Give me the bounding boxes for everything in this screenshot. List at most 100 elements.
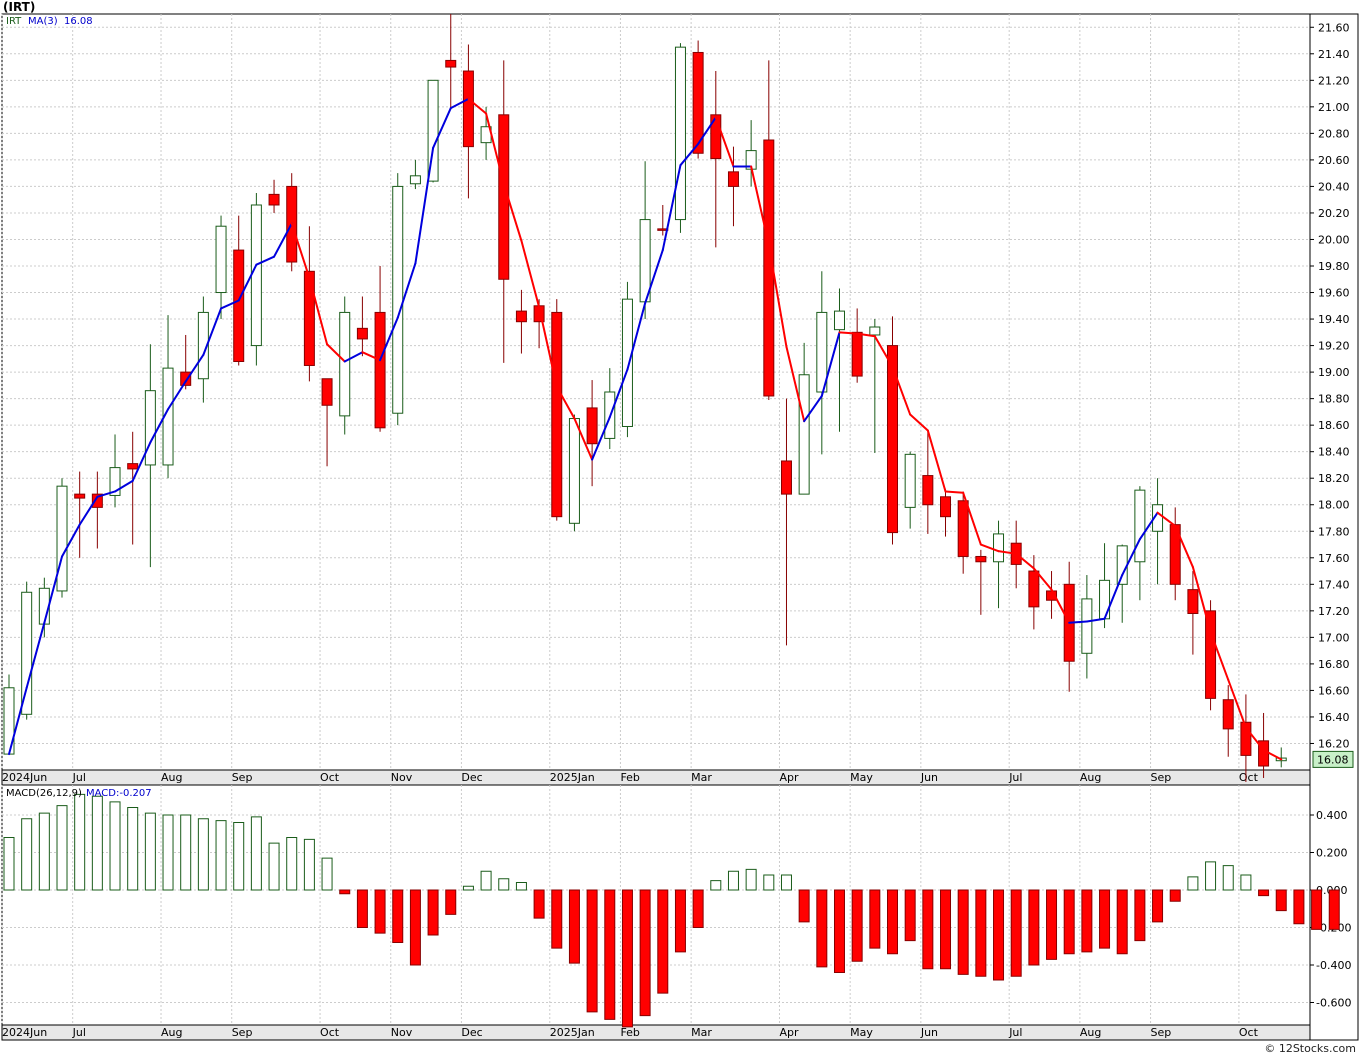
- ma-line-segment: [926, 429, 947, 493]
- macd-bar: [887, 889, 898, 955]
- macd-bar: [339, 889, 351, 895]
- candle-body: [268, 193, 280, 206]
- watermark: © 12Stocks.com: [1264, 1042, 1356, 1055]
- macd-time-label: Aug: [161, 1026, 182, 1039]
- macd-bar: [109, 801, 121, 891]
- price-tick-label: 16.20: [1318, 737, 1350, 750]
- macd-time-label: Sep: [1151, 1026, 1172, 1039]
- ma-line-segment: [838, 331, 859, 335]
- ma-line-segment: [8, 686, 28, 756]
- macd-bar: [286, 837, 298, 891]
- price-tick-label: 20.40: [1318, 180, 1350, 193]
- candle-body: [957, 500, 969, 557]
- macd-bar: [904, 889, 916, 942]
- ma-line-segment: [43, 555, 64, 624]
- candle-body: [993, 533, 1005, 563]
- ma-line-segment: [184, 353, 205, 383]
- price-time-label: Feb: [620, 771, 639, 784]
- candle-body: [798, 374, 810, 495]
- ma-line-segment: [1244, 726, 1265, 752]
- candle-body: [1205, 610, 1217, 699]
- macd-time-label: Feb: [620, 1026, 639, 1039]
- macd-bar: [374, 889, 386, 934]
- ma-line-segment: [273, 222, 293, 258]
- candle-body: [727, 171, 739, 187]
- macd-bar: [480, 870, 492, 891]
- macd-bar: [975, 889, 987, 977]
- macd-bar: [922, 889, 934, 970]
- ma-line-segment: [25, 621, 46, 689]
- macd-bar: [250, 816, 262, 891]
- ma-line-segment: [449, 97, 470, 110]
- macd-bar: [1258, 889, 1270, 897]
- candle-body: [56, 485, 68, 592]
- candle-body: [551, 311, 563, 518]
- price-time-label: Oct: [320, 771, 340, 784]
- price-tick-label: 18.20: [1318, 472, 1350, 485]
- ma-line-segment: [714, 116, 735, 168]
- price-time-label: Apr: [779, 771, 799, 784]
- price-tick-label: 19.20: [1318, 340, 1350, 353]
- candle-body: [197, 311, 209, 380]
- macd-bar: [869, 889, 881, 949]
- macd-time-label: Aug: [1080, 1026, 1101, 1039]
- macd-tick-label: 0.200: [1316, 847, 1348, 860]
- macd-bar: [498, 878, 510, 891]
- candle-body: [1169, 524, 1181, 585]
- ma-line-segment: [1227, 678, 1247, 729]
- price-tick-label: 20.20: [1318, 207, 1350, 220]
- macd-bar: [586, 889, 598, 1013]
- ma-line-segment: [1085, 617, 1106, 623]
- candle-body: [674, 46, 686, 221]
- price-time-label: Dec: [461, 771, 482, 784]
- macd-bar: [674, 889, 686, 953]
- ma-line-segment: [1262, 749, 1283, 761]
- ticker-label: (IRT): [3, 0, 36, 14]
- macd-time-label: 2025Jan: [550, 1026, 595, 1039]
- macd-bar: [233, 822, 245, 891]
- macd-time-label: Jul: [1008, 1026, 1022, 1039]
- price-tick-label: 17.80: [1318, 525, 1350, 538]
- macd-bar: [1187, 876, 1199, 891]
- price-tick-label: 16.80: [1318, 658, 1350, 671]
- ma-line-segment: [767, 243, 788, 348]
- ma-line-segment: [308, 276, 329, 346]
- macd-bar: [833, 889, 845, 973]
- ma-line-segment: [697, 116, 717, 145]
- macd-time-label: Oct: [1239, 1026, 1259, 1039]
- candle-body: [356, 327, 368, 340]
- macd-bar: [268, 842, 280, 891]
- ma-line-segment: [343, 351, 364, 363]
- ma-line-segment: [1174, 524, 1194, 569]
- ma-line-segment: [661, 164, 682, 252]
- candle-body: [180, 371, 192, 386]
- candle-body: [1152, 504, 1164, 532]
- macd-tick-label: -0.400: [1316, 959, 1351, 972]
- macd-bar: [162, 814, 174, 891]
- macd-time-label: Mar: [691, 1026, 712, 1039]
- ma-line-segment: [114, 479, 134, 493]
- ma-line-segment: [1050, 588, 1071, 624]
- ma-line-segment: [326, 343, 346, 363]
- ma-line-segment: [573, 417, 594, 461]
- macd-bar: [533, 889, 545, 919]
- candle-body: [869, 326, 881, 336]
- ma-line-segment: [591, 416, 611, 461]
- candle-body: [233, 249, 245, 362]
- price-tick-label: 17.40: [1318, 578, 1350, 591]
- legend-ma-value: 16.08: [64, 16, 93, 27]
- price-tick-label: 18.40: [1318, 446, 1350, 459]
- macd-bar: [1152, 889, 1164, 923]
- ma-line-segment: [379, 316, 399, 362]
- price-tick-label: 18.00: [1318, 499, 1350, 512]
- candle-body: [851, 331, 863, 377]
- ma-line-segment: [432, 107, 452, 149]
- macd-legend-label: MACD(26,12,9): [6, 788, 82, 799]
- macd-bar: [621, 889, 633, 1028]
- price-panel: [1, 13, 1311, 771]
- ma-line-segment: [61, 523, 81, 558]
- ma-line-segment: [1209, 631, 1230, 681]
- candle-body: [1116, 545, 1128, 585]
- candle-body: [515, 310, 527, 323]
- macd-time-label: May: [850, 1026, 873, 1039]
